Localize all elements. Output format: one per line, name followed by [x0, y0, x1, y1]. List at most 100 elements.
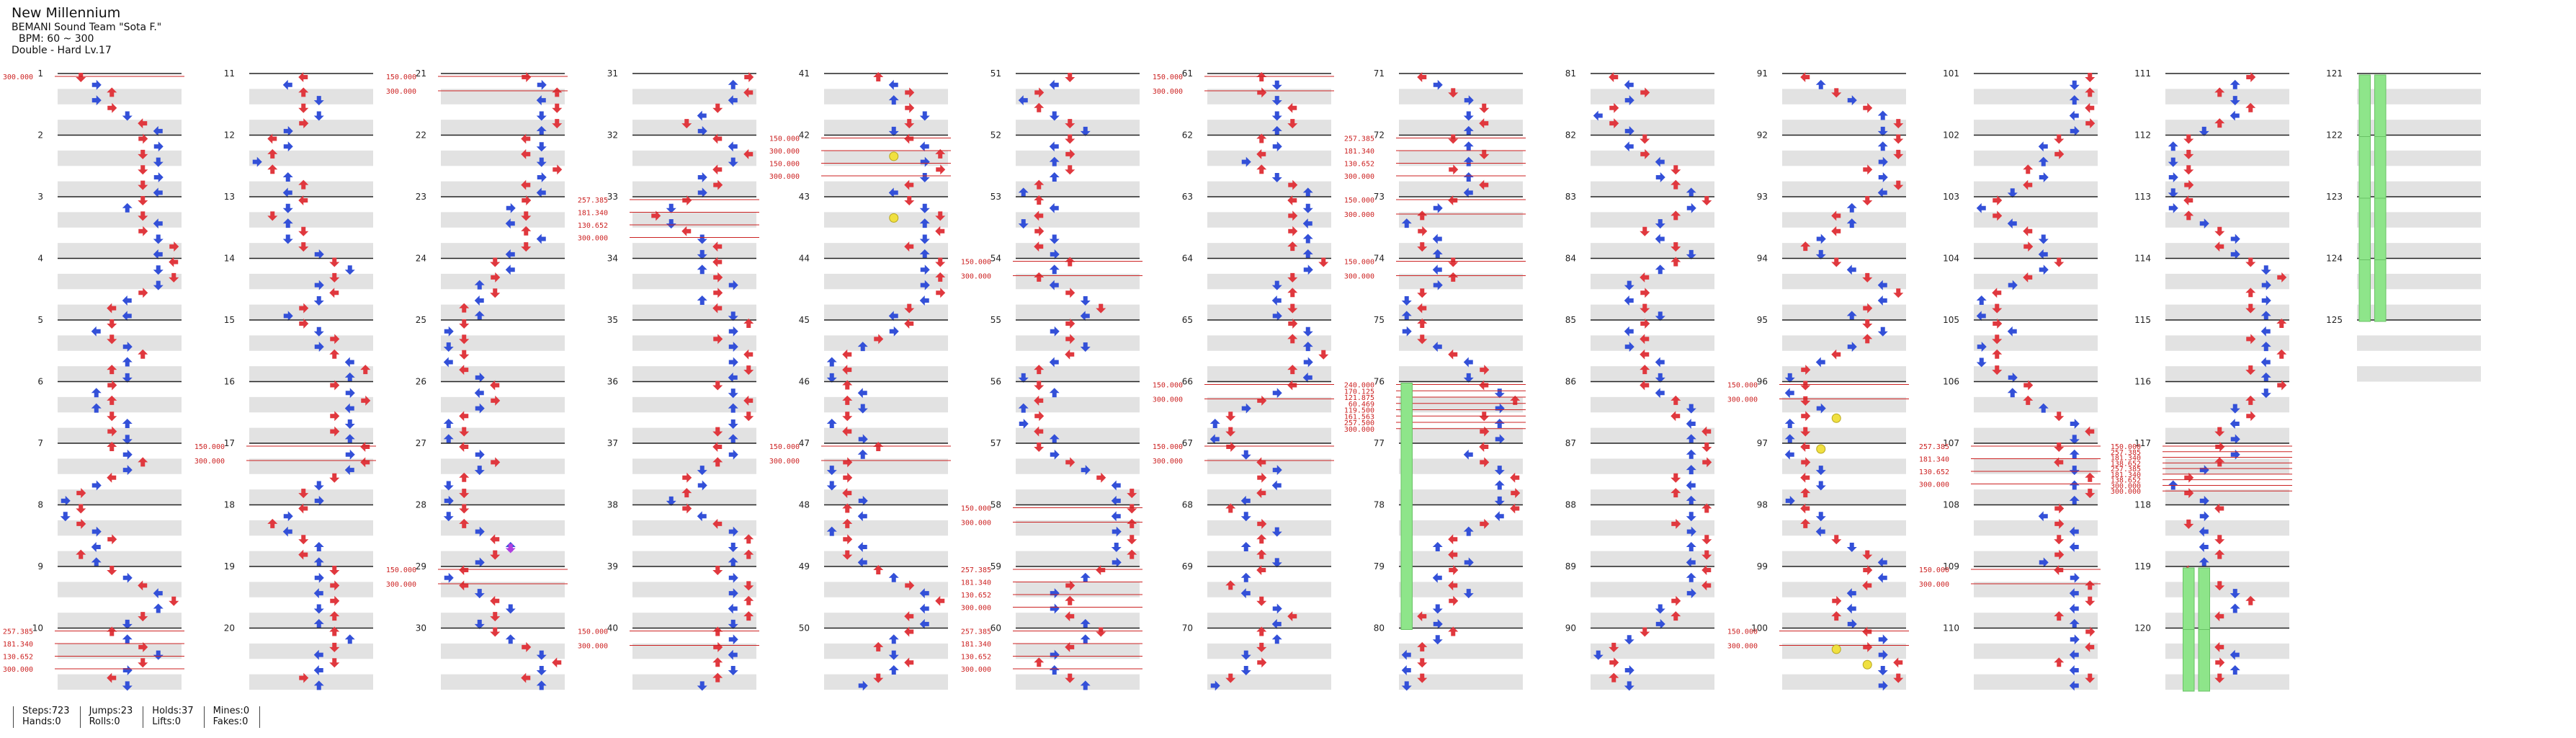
step-arrow — [2214, 457, 2225, 467]
beat-shade — [1782, 273, 1906, 290]
step-arrow — [1593, 650, 1604, 660]
step-arrow — [1096, 472, 1106, 483]
step-arrow — [122, 111, 133, 121]
beat-shade — [1782, 427, 1906, 443]
measure-103: 103 — [1943, 192, 2098, 259]
step-arrow — [1877, 326, 1888, 337]
step-arrow — [2085, 580, 2096, 590]
step-arrow — [2085, 641, 2095, 652]
step-arrow — [1877, 665, 1888, 675]
step-arrow — [475, 449, 485, 460]
step-arrow — [490, 550, 501, 560]
measure-number: 100 — [1751, 623, 1768, 633]
step-arrow — [1288, 319, 1298, 329]
measure-113: 113 — [2134, 192, 2289, 259]
beat-shade — [824, 427, 948, 443]
step-arrow — [2168, 141, 2178, 151]
measure-93: 93 — [1757, 192, 1906, 259]
step-arrow — [1448, 88, 1459, 98]
step-arrow — [2184, 472, 2194, 483]
step-arrow — [1111, 480, 1121, 491]
step-arrow — [2230, 96, 2240, 106]
step-arrow — [344, 634, 355, 644]
measure-number: 42 — [799, 130, 810, 141]
step-arrow — [474, 589, 485, 599]
bpm-label: 300.000 — [1344, 211, 1374, 219]
measure-number: 115 — [2134, 315, 2151, 325]
step-arrow — [1463, 187, 1473, 198]
beat-shade — [1974, 89, 2098, 105]
measure-number: 109 — [1943, 561, 1959, 572]
bpm-label: 257.385 — [3, 628, 33, 636]
step-arrow — [1401, 649, 1411, 660]
step-arrow — [76, 549, 86, 559]
step-arrow — [858, 434, 868, 445]
step-arrow — [826, 481, 837, 491]
step-arrow — [329, 349, 340, 359]
bpm-label: 130.652 — [961, 654, 991, 662]
step-arrow — [697, 172, 707, 182]
step-arrow — [138, 149, 148, 159]
step-arrow — [360, 365, 371, 375]
step-arrow — [329, 272, 340, 283]
step-arrow — [1065, 119, 1075, 129]
beat-shade — [1016, 304, 1140, 320]
step-arrow — [1112, 557, 1122, 568]
step-arrow — [682, 503, 692, 514]
beat-shade — [1399, 674, 1523, 690]
step-arrow — [2054, 257, 2065, 267]
measure-number: 116 — [2134, 377, 2151, 387]
measure-71: 71 — [1374, 68, 1523, 135]
step-arrow — [1241, 403, 1251, 414]
holds-label: Holds: — [152, 706, 182, 716]
step-arrow — [153, 265, 164, 275]
bpm-label: 150.000 — [961, 505, 991, 513]
bpm-label: 130.652 — [961, 592, 991, 600]
step-arrow — [1433, 79, 1443, 90]
step-arrow — [697, 249, 707, 259]
measure-number: 88 — [1565, 500, 1576, 510]
bpm-label: 300.000 — [2111, 482, 2141, 490]
step-arrow — [1593, 110, 1603, 121]
step-arrow — [1257, 518, 1267, 529]
step-arrow — [2230, 234, 2240, 244]
step-arrow — [1609, 118, 1619, 129]
step-arrow — [728, 141, 738, 152]
step-arrow — [2085, 489, 2096, 499]
step-arrow — [1225, 580, 1236, 590]
step-arrow — [1050, 603, 1060, 614]
step-arrow — [361, 395, 371, 406]
step-arrow — [169, 241, 179, 252]
measure-number: 84 — [1565, 254, 1576, 264]
measure-number: 53 — [990, 192, 1001, 202]
measure-number: 118 — [2134, 500, 2151, 510]
step-arrow — [2261, 280, 2271, 290]
step-arrow — [2007, 218, 2017, 229]
step-arrow — [1034, 210, 1044, 221]
step-arrow — [283, 511, 293, 522]
beat-shade — [2165, 520, 2289, 536]
measure-89: 89 — [1565, 561, 1714, 629]
step-arrow — [1417, 210, 1428, 221]
bpm-label: 300.000 — [961, 666, 991, 674]
step-arrow — [889, 326, 899, 337]
measure-106: 106 — [1943, 377, 2098, 445]
step-arrow — [1640, 334, 1650, 344]
step-arrow — [329, 611, 340, 621]
beat-shade — [249, 366, 373, 382]
beat-shade — [1591, 674, 1714, 690]
step-arrow — [1624, 280, 1634, 290]
measure-number: 54 — [990, 254, 1001, 264]
step-arrow — [537, 172, 547, 182]
step-arrow — [1992, 303, 2003, 314]
step-arrow — [122, 418, 133, 428]
beat-shade — [58, 396, 182, 413]
step-arrow — [1655, 156, 1665, 167]
step-arrow — [1893, 288, 1904, 298]
beat-shade — [441, 582, 565, 597]
step-arrow — [138, 133, 148, 144]
step-arrow — [1257, 87, 1267, 98]
beat-shade — [1782, 89, 1906, 105]
beat-shade — [441, 489, 565, 505]
